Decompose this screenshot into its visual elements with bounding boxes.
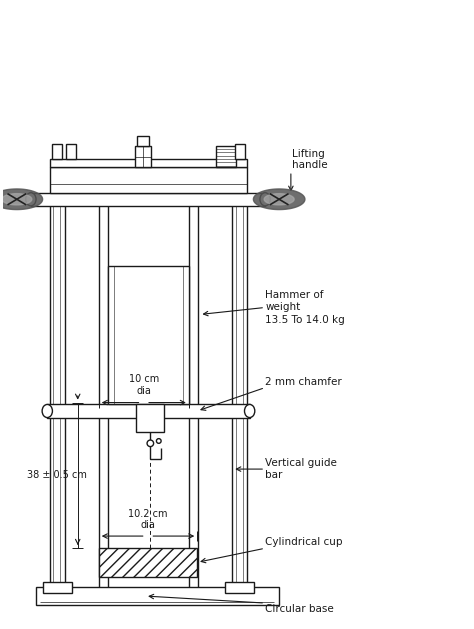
Circle shape — [156, 438, 161, 443]
Text: Circular base: Circular base — [265, 604, 334, 614]
Bar — [43, 582, 72, 593]
Bar — [52, 143, 62, 159]
Bar — [225, 582, 255, 593]
Polygon shape — [264, 194, 294, 205]
Bar — [135, 146, 151, 167]
Bar — [31, 192, 265, 206]
Bar — [50, 167, 247, 192]
Text: 38 ± 0.5 cm: 38 ± 0.5 cm — [27, 470, 87, 480]
Text: Cylindrical cup: Cylindrical cup — [265, 537, 343, 547]
Text: 10 cm
dia: 10 cm dia — [128, 374, 159, 396]
Text: Hammer of
weight
13.5 To 14.0 kg: Hammer of weight 13.5 To 14.0 kg — [265, 290, 345, 325]
Bar — [235, 143, 245, 159]
Circle shape — [147, 440, 154, 447]
Polygon shape — [0, 189, 43, 209]
Text: 2 mm chamfer: 2 mm chamfer — [265, 377, 342, 387]
Text: 10.2 cm
dia: 10.2 cm dia — [128, 509, 168, 530]
Polygon shape — [254, 189, 305, 209]
Bar — [50, 194, 64, 587]
Ellipse shape — [245, 404, 255, 418]
Ellipse shape — [26, 192, 36, 206]
Bar — [108, 266, 189, 404]
Bar — [137, 404, 164, 431]
Bar — [47, 404, 250, 418]
Bar — [36, 587, 279, 605]
Polygon shape — [2, 194, 32, 205]
Text: Lifting
handle: Lifting handle — [292, 148, 328, 170]
Bar — [66, 143, 76, 159]
Bar — [216, 146, 236, 167]
Text: Vertical guide
bar: Vertical guide bar — [265, 458, 337, 481]
Ellipse shape — [42, 404, 53, 418]
Ellipse shape — [260, 192, 270, 206]
Bar — [137, 136, 149, 146]
Bar — [50, 159, 247, 167]
Bar — [99, 548, 197, 577]
Bar — [232, 194, 247, 587]
